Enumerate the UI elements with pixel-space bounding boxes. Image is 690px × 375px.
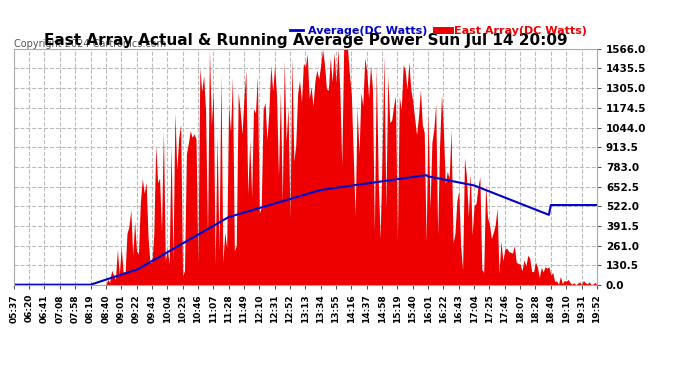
Legend: Average(DC Watts), East Array(DC Watts): Average(DC Watts), East Array(DC Watts) (286, 21, 591, 40)
Title: East Array Actual & Running Average Power Sun Jul 14 20:09: East Array Actual & Running Average Powe… (43, 33, 567, 48)
Text: Copyright 2024 Cartronics.com: Copyright 2024 Cartronics.com (14, 39, 166, 49)
